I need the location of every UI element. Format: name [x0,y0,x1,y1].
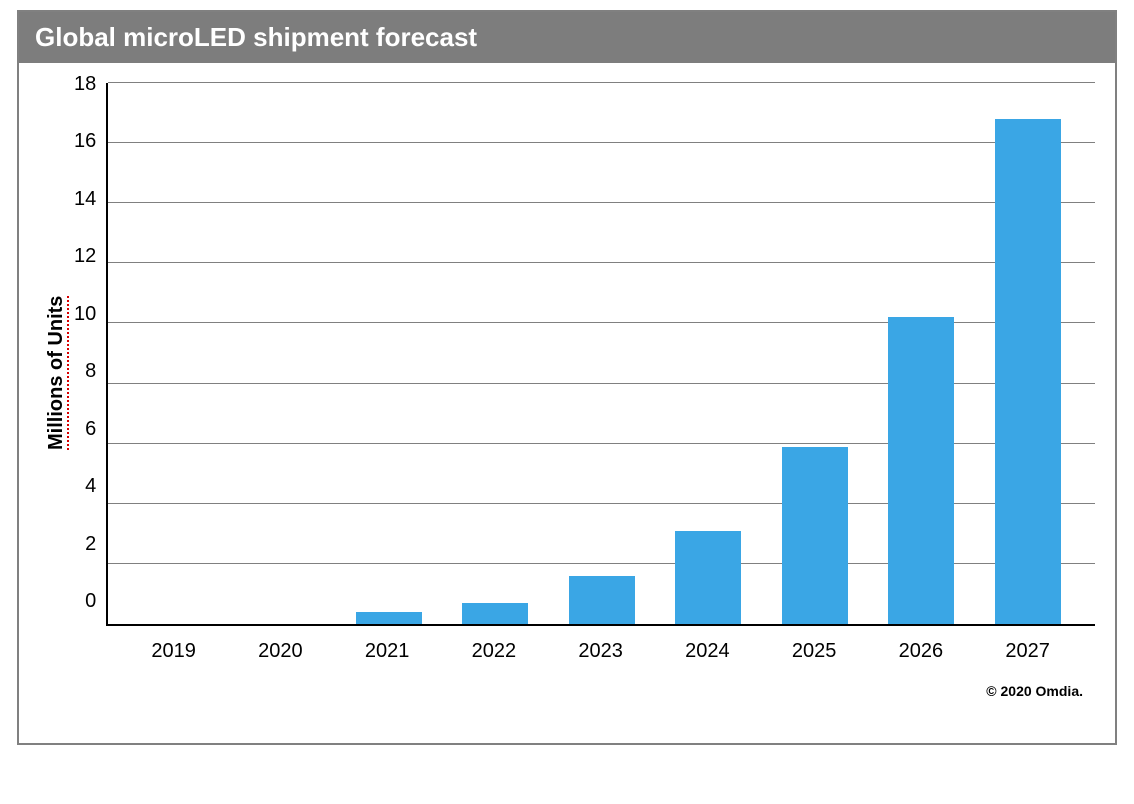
bar [462,603,528,624]
y-tick-label: 14 [74,188,96,211]
y-tick-label: 10 [74,303,96,326]
plot-column: 201920202021202220232024202520262027 [106,83,1095,663]
bars-group [108,83,1095,624]
y-axis-ticks: 18 16 14 12 10 8 6 4 2 0 [74,73,106,613]
bar [995,119,1061,624]
x-tick-label: 2027 [974,640,1081,663]
y-tick-label: 4 [85,475,96,498]
x-tick-label: 2022 [441,640,548,663]
bar [675,531,741,624]
y-tick-label: 16 [74,130,96,153]
bar-slot [975,83,1082,624]
chart-title: Global microLED shipment forecast [19,12,1115,63]
chart-body: Millions of Units 181614121086420 201920… [19,63,1115,743]
y-axis-label: Millions of Units [39,83,74,663]
chart-container: Global microLED shipment forecast Millio… [17,10,1117,745]
y-tick-label: 2 [85,533,96,556]
bar-slot [655,83,762,624]
bar-slot [548,83,655,624]
y-axis-label-text: Millions of Units [45,296,68,450]
x-tick-label: 2026 [868,640,975,663]
bar-slot [442,83,549,624]
bar-slot [229,83,336,624]
x-axis-labels: 201920202021202220232024202520262027 [106,626,1095,663]
bar [782,447,848,624]
y-tick-label: 18 [74,73,96,96]
bar [888,317,954,624]
y-tick-label: 8 [85,360,96,383]
footer-credit: © 2020 Omdia. [39,663,1095,707]
y-tick-label: 0 [85,590,96,613]
y-tick-label: 12 [74,245,96,268]
x-tick-label: 2020 [227,640,334,663]
bar-slot [868,83,975,624]
x-tick-label: 2023 [547,640,654,663]
x-tick-label: 2024 [654,640,761,663]
y-tick-label: 6 [85,418,96,441]
bar-slot [335,83,442,624]
bar [356,612,422,624]
x-tick-label: 2025 [761,640,868,663]
x-tick-label: 2019 [120,640,227,663]
bar-slot [761,83,868,624]
bar [569,576,635,624]
x-tick-label: 2021 [334,640,441,663]
plot-wrapper: Millions of Units 181614121086420 201920… [39,83,1095,663]
plot-area [106,83,1095,626]
bar-slot [122,83,229,624]
